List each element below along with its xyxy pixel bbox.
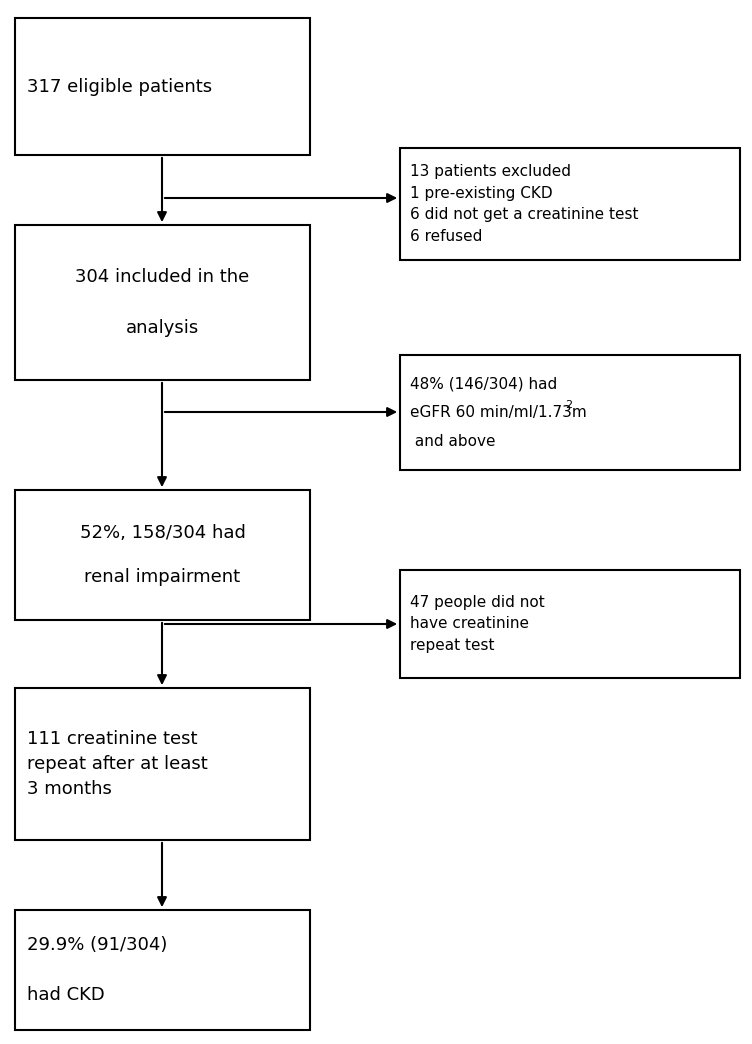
Text: 2: 2: [565, 400, 572, 409]
Bar: [400, 355, 740, 470]
Bar: [15, 490, 310, 620]
Text: 6 refused: 6 refused: [410, 229, 482, 243]
Text: 13 patients excluded: 13 patients excluded: [410, 164, 571, 180]
Text: 6 did not get a creatinine test: 6 did not get a creatinine test: [410, 207, 638, 222]
Bar: [15, 688, 310, 840]
Text: 52%, 158/304 had: 52%, 158/304 had: [80, 524, 245, 542]
Text: 111 creatinine test: 111 creatinine test: [27, 730, 198, 748]
Bar: [400, 148, 740, 260]
Text: 3 months: 3 months: [27, 780, 112, 799]
Bar: [15, 18, 310, 155]
Text: repeat test: repeat test: [410, 638, 495, 652]
Text: have creatinine: have creatinine: [410, 617, 529, 632]
Text: analysis: analysis: [126, 319, 199, 337]
Text: repeat after at least: repeat after at least: [27, 755, 208, 773]
Text: 1 pre-existing CKD: 1 pre-existing CKD: [410, 186, 553, 200]
Text: eGFR 60 min/ml/1.73m: eGFR 60 min/ml/1.73m: [410, 405, 587, 420]
Text: and above: and above: [410, 433, 496, 449]
Text: had CKD: had CKD: [27, 987, 105, 1004]
Text: renal impairment: renal impairment: [84, 568, 241, 586]
Bar: [15, 910, 310, 1030]
Text: 304 included in the: 304 included in the: [75, 267, 250, 286]
Bar: [15, 226, 310, 380]
Text: 47 people did not: 47 people did not: [410, 595, 544, 610]
Text: 317 eligible patients: 317 eligible patients: [27, 77, 212, 95]
Text: 29.9% (91/304): 29.9% (91/304): [27, 935, 168, 954]
Text: 48% (146/304) had: 48% (146/304) had: [410, 376, 557, 392]
Bar: [400, 570, 740, 678]
